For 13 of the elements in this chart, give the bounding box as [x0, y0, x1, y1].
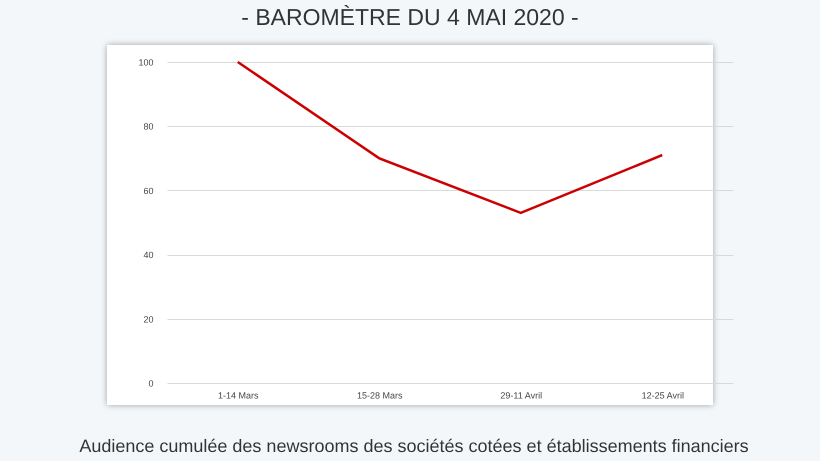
y-tick-label: 100	[138, 58, 154, 68]
y-tick-label: 40	[143, 250, 154, 260]
y-tick-label: 20	[143, 314, 154, 324]
y-tick-label: 0	[148, 378, 154, 388]
x-tick-label: 1-14 Mars	[218, 390, 260, 400]
text: Audience cumulée des newsrooms des sociétés cotées et établissements financiers	[78, 436, 750, 457]
x-tick-label: 15-28 Mars	[356, 390, 404, 400]
y-tick-label: 80	[143, 122, 154, 132]
line-series	[236, 60, 664, 214]
x-tick-label: 12-25 Avril	[642, 390, 684, 400]
x-tick-label: 29-11 Avril	[500, 390, 542, 400]
y-tick-label: 60	[143, 186, 154, 196]
chart-title: - BAROMÈTRE DU 4 MAI 2020 -	[240, 4, 580, 31]
